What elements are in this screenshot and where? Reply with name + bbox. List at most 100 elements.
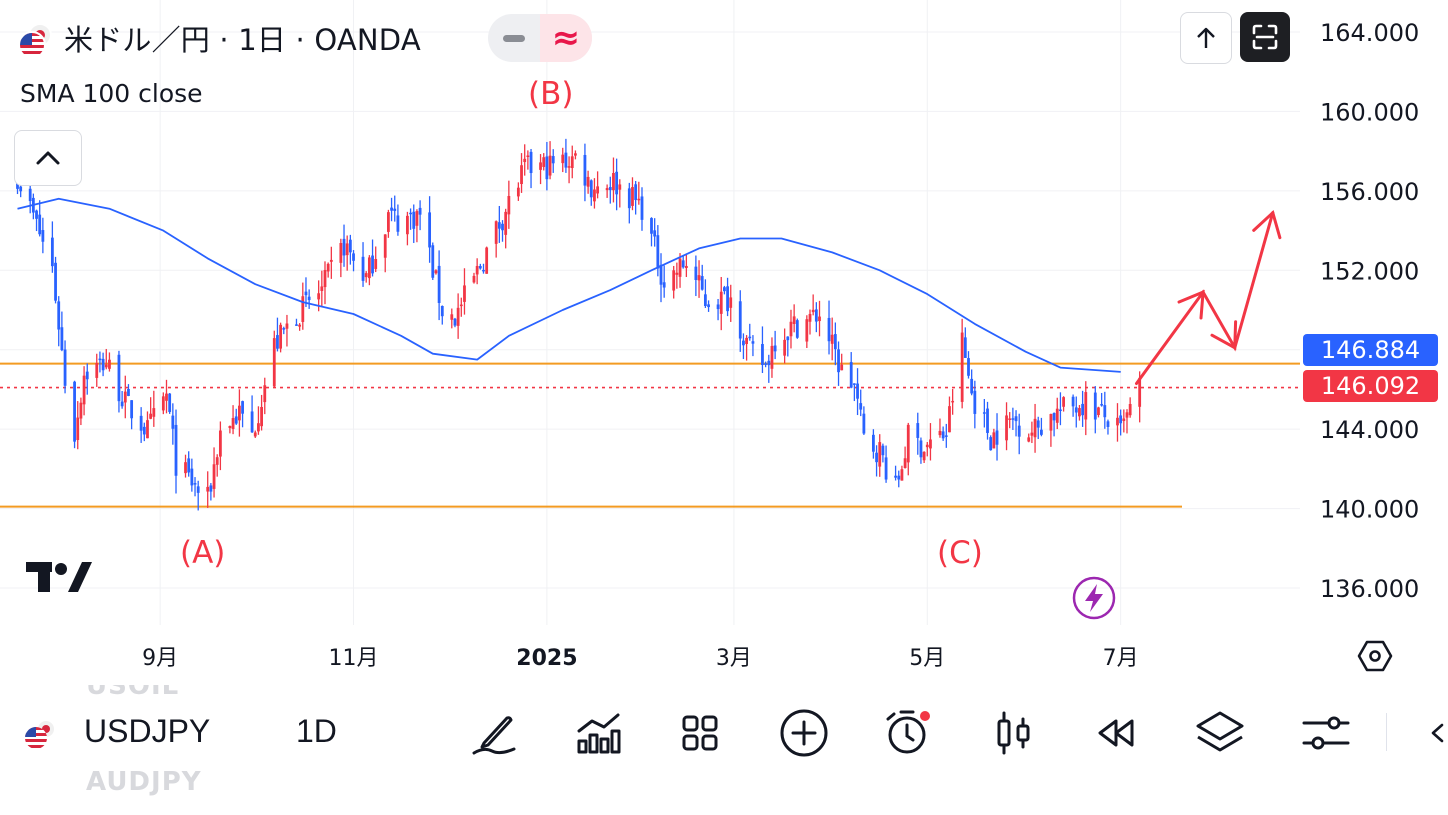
candle-body — [982, 412, 986, 414]
candle-body — [1011, 418, 1015, 420]
candle-body — [1071, 396, 1075, 407]
candle-body — [295, 324, 298, 326]
candle-body — [1100, 404, 1104, 406]
y-tick-label: 156.000 — [1320, 178, 1419, 206]
candle-body — [386, 212, 390, 232]
candle-body — [123, 391, 127, 403]
tradingview-logo[interactable] — [26, 560, 92, 598]
chart-settings-icon[interactable] — [1356, 637, 1394, 679]
candle-body — [41, 230, 45, 242]
candle-body — [184, 462, 187, 474]
candle-body — [218, 430, 222, 457]
candle-body — [1128, 403, 1132, 416]
candle-body — [944, 435, 948, 437]
candle-body — [450, 314, 454, 320]
hide-indicators-toggle[interactable] — [488, 14, 540, 62]
candle-body — [1049, 414, 1053, 431]
candle-body — [485, 247, 489, 274]
candle-body — [773, 345, 777, 352]
candle-body — [364, 273, 368, 278]
candle-body — [723, 287, 726, 292]
scroll-top-button[interactable] — [1180, 12, 1232, 64]
candle-body — [196, 486, 200, 493]
alerts-button[interactable] — [882, 707, 934, 759]
candle-body — [938, 430, 942, 436]
candle-body — [285, 323, 289, 329]
settings-sliders-button[interactable] — [1300, 707, 1352, 759]
candle-body — [434, 270, 438, 274]
candle-body — [878, 442, 882, 467]
x-tick-label: 7月 — [1103, 646, 1139, 671]
candle-body — [54, 262, 57, 301]
chart-mode-toggle[interactable]: ≈ — [488, 14, 592, 62]
candle-body — [973, 390, 977, 414]
candle-body — [1084, 392, 1088, 420]
candle-body — [1062, 397, 1065, 407]
drawing-tools-button[interactable] — [468, 707, 520, 759]
candle-body — [542, 157, 546, 167]
candle-body — [101, 358, 105, 371]
interval-button[interactable]: 1D — [296, 713, 337, 749]
price-chart[interactable]: 164.000 160.000 156.000 152.000 144.000 140.0… — [0, 0, 1448, 685]
candle-body — [1040, 429, 1043, 435]
fullscreen-button[interactable] — [1240, 12, 1290, 62]
candle-body — [656, 235, 660, 269]
candle-body — [805, 319, 809, 342]
candle-body — [640, 196, 644, 220]
add-button[interactable] — [778, 707, 830, 759]
replay-button[interactable] — [1090, 707, 1142, 759]
drawing-pen-icon — [472, 716, 516, 755]
candle-body — [929, 439, 932, 449]
layers-button[interactable] — [1194, 707, 1246, 759]
candle-body — [152, 408, 156, 417]
candle-body — [206, 486, 210, 492]
candle-body — [967, 358, 970, 376]
candle-body — [833, 334, 837, 350]
candle-body — [605, 188, 609, 191]
candle-body — [38, 214, 42, 235]
chart-type-button[interactable] — [988, 707, 1040, 759]
candle-body — [818, 316, 821, 322]
indicators-button[interactable] — [572, 707, 624, 759]
candle-body — [282, 328, 286, 330]
more-button[interactable] — [1425, 707, 1448, 759]
candle-body — [1138, 377, 1142, 407]
candle-body — [1125, 412, 1129, 418]
candle-body — [238, 405, 241, 421]
candle-body — [57, 301, 61, 330]
candle-body — [840, 364, 844, 371]
candle-body — [98, 358, 102, 361]
candle-body — [1103, 405, 1107, 418]
candle-body — [963, 337, 967, 358]
candle-body — [523, 158, 527, 163]
candle-body — [263, 385, 267, 403]
candle-body — [694, 266, 698, 280]
candle-body — [789, 321, 793, 337]
layouts-button[interactable] — [674, 707, 726, 759]
collapse-legend-button[interactable] — [14, 130, 82, 186]
candle-body — [567, 166, 571, 168]
candle-body — [260, 406, 263, 427]
arrow-up-icon — [1197, 27, 1215, 48]
symbol-button[interactable]: USDJPY — [84, 713, 211, 749]
candle-body — [516, 187, 520, 197]
candle-body — [814, 309, 818, 322]
candle-body — [761, 344, 764, 366]
candle-body — [738, 301, 742, 339]
candle-body — [925, 444, 929, 448]
candle-body — [272, 338, 276, 387]
bolt-icon[interactable] — [1071, 575, 1117, 625]
candle-body — [390, 207, 393, 211]
candle-body — [482, 269, 485, 272]
settings-sliders-icon — [1302, 716, 1350, 750]
indicator-legend[interactable]: SMA 100 close — [20, 79, 203, 108]
candle-body — [770, 345, 774, 369]
approx-toggle[interactable]: ≈ — [540, 14, 592, 62]
candle-body — [174, 424, 178, 476]
candle-body — [545, 156, 549, 180]
candle-body — [539, 162, 542, 170]
chart-area[interactable]: 164.000 160.000 156.000 152.000 144.000 140.0… — [0, 0, 1448, 685]
x-tick-label: 11月 — [329, 646, 379, 671]
candle-body — [684, 265, 688, 269]
candle-body — [339, 243, 343, 263]
